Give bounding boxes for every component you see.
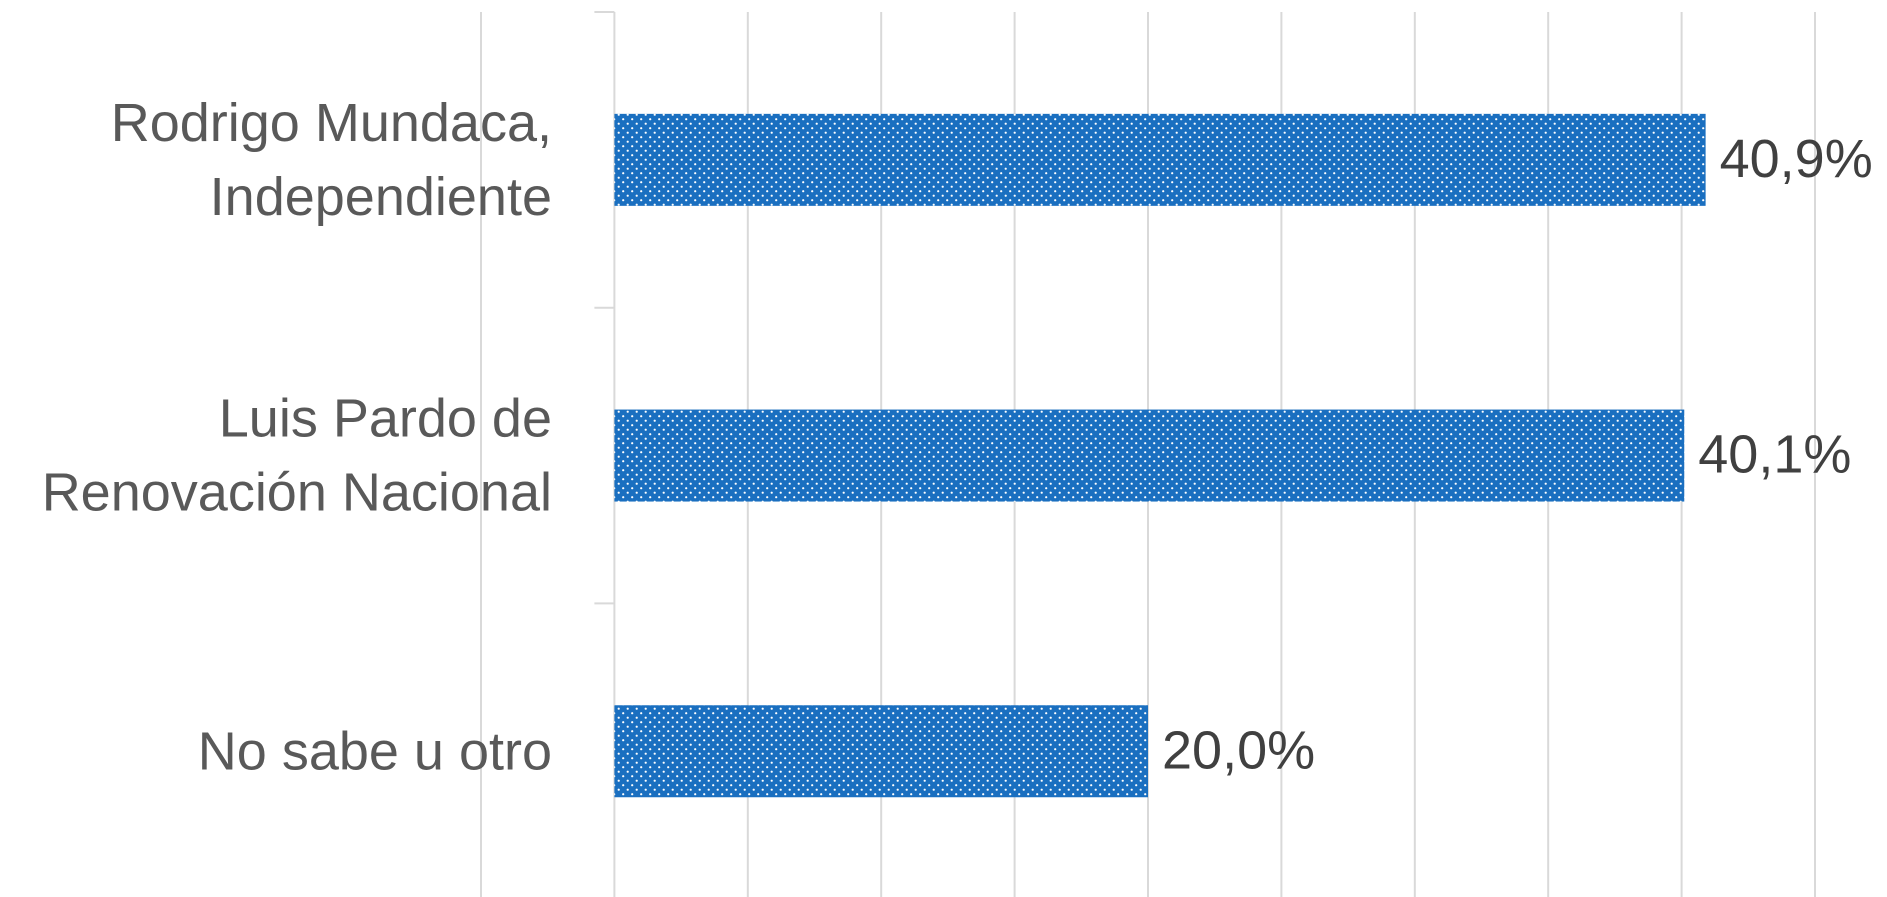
category-label: No sabe u otro xyxy=(198,721,552,781)
data-label: 40,1% xyxy=(1698,425,1851,485)
category-axis xyxy=(594,11,616,897)
category-label: Rodrigo Mundaca, Independiente xyxy=(111,93,552,227)
data-label: 40,9% xyxy=(1720,129,1873,189)
category-label: Luis Pardo de Renovación Nacional xyxy=(42,389,552,523)
bars xyxy=(614,113,1706,798)
bar xyxy=(614,705,1148,798)
bar xyxy=(614,113,1706,206)
data-label: 20,0% xyxy=(1162,720,1315,780)
category-labels: Rodrigo Mundaca, Independiente Luis Pardo … xyxy=(42,93,552,781)
data-labels: 40,9% 40,1% 20,0% xyxy=(1162,129,1873,780)
bar xyxy=(614,409,1685,502)
